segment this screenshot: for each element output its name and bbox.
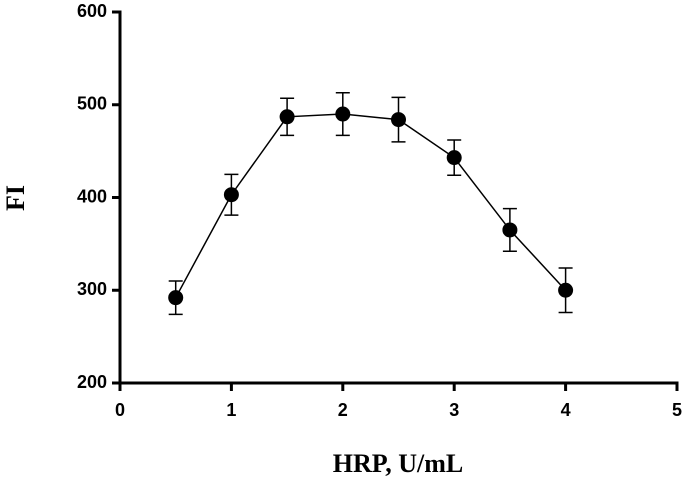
x-tick-label: 0 bbox=[115, 400, 125, 420]
x-axis-label: HRP, U/mL bbox=[333, 449, 464, 478]
point bbox=[335, 106, 351, 122]
x-tick-label: 3 bbox=[449, 400, 459, 420]
point bbox=[223, 187, 239, 203]
x-tick-label: 5 bbox=[672, 400, 682, 420]
y-tick-label: 600 bbox=[77, 1, 107, 21]
line bbox=[175, 113, 567, 299]
y-tick-label: 200 bbox=[77, 372, 107, 392]
point bbox=[391, 112, 406, 128]
point bbox=[558, 282, 574, 298]
y-axis-label: FI bbox=[1, 185, 30, 211]
y-tick-label: 400 bbox=[77, 186, 107, 206]
x-tick-label: 4 bbox=[561, 400, 571, 420]
point bbox=[279, 109, 295, 125]
point bbox=[502, 222, 518, 238]
y-tick-label: 500 bbox=[77, 94, 107, 114]
point bbox=[168, 290, 184, 306]
x-tick-label: 1 bbox=[226, 400, 236, 420]
point bbox=[446, 150, 462, 166]
x-tick-label: 2 bbox=[338, 400, 348, 420]
y-tick-label: 300 bbox=[77, 279, 107, 299]
